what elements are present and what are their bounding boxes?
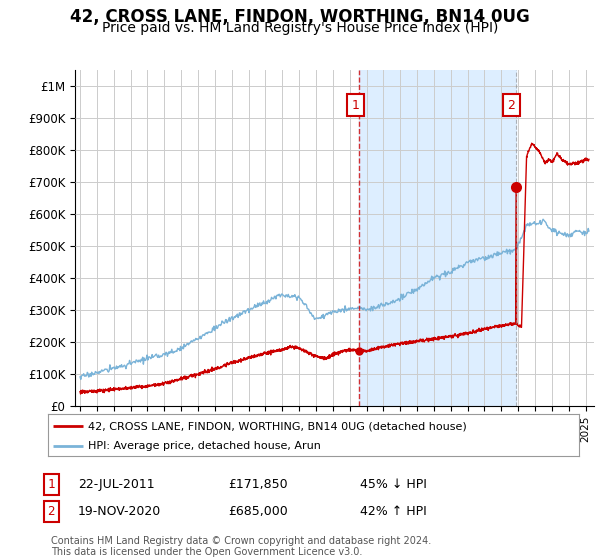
Text: 1: 1 [352,99,359,111]
Text: 42, CROSS LANE, FINDON, WORTHING, BN14 0UG (detached house): 42, CROSS LANE, FINDON, WORTHING, BN14 0… [88,421,467,431]
Text: HPI: Average price, detached house, Arun: HPI: Average price, detached house, Arun [88,441,320,451]
Text: 1: 1 [47,478,55,491]
Text: 42, CROSS LANE, FINDON, WORTHING, BN14 0UG: 42, CROSS LANE, FINDON, WORTHING, BN14 0… [70,8,530,26]
Text: 2: 2 [508,99,515,111]
Text: Price paid vs. HM Land Registry's House Price Index (HPI): Price paid vs. HM Land Registry's House … [102,21,498,35]
Text: 22-JUL-2011: 22-JUL-2011 [78,478,155,491]
Text: 2: 2 [47,505,55,518]
Text: 42% ↑ HPI: 42% ↑ HPI [360,505,427,518]
Text: £685,000: £685,000 [228,505,288,518]
Text: 45% ↓ HPI: 45% ↓ HPI [360,478,427,491]
Text: £171,850: £171,850 [228,478,287,491]
Text: Contains HM Land Registry data © Crown copyright and database right 2024.
This d: Contains HM Land Registry data © Crown c… [51,535,431,557]
Text: 19-NOV-2020: 19-NOV-2020 [78,505,161,518]
Bar [359,70,517,406]
